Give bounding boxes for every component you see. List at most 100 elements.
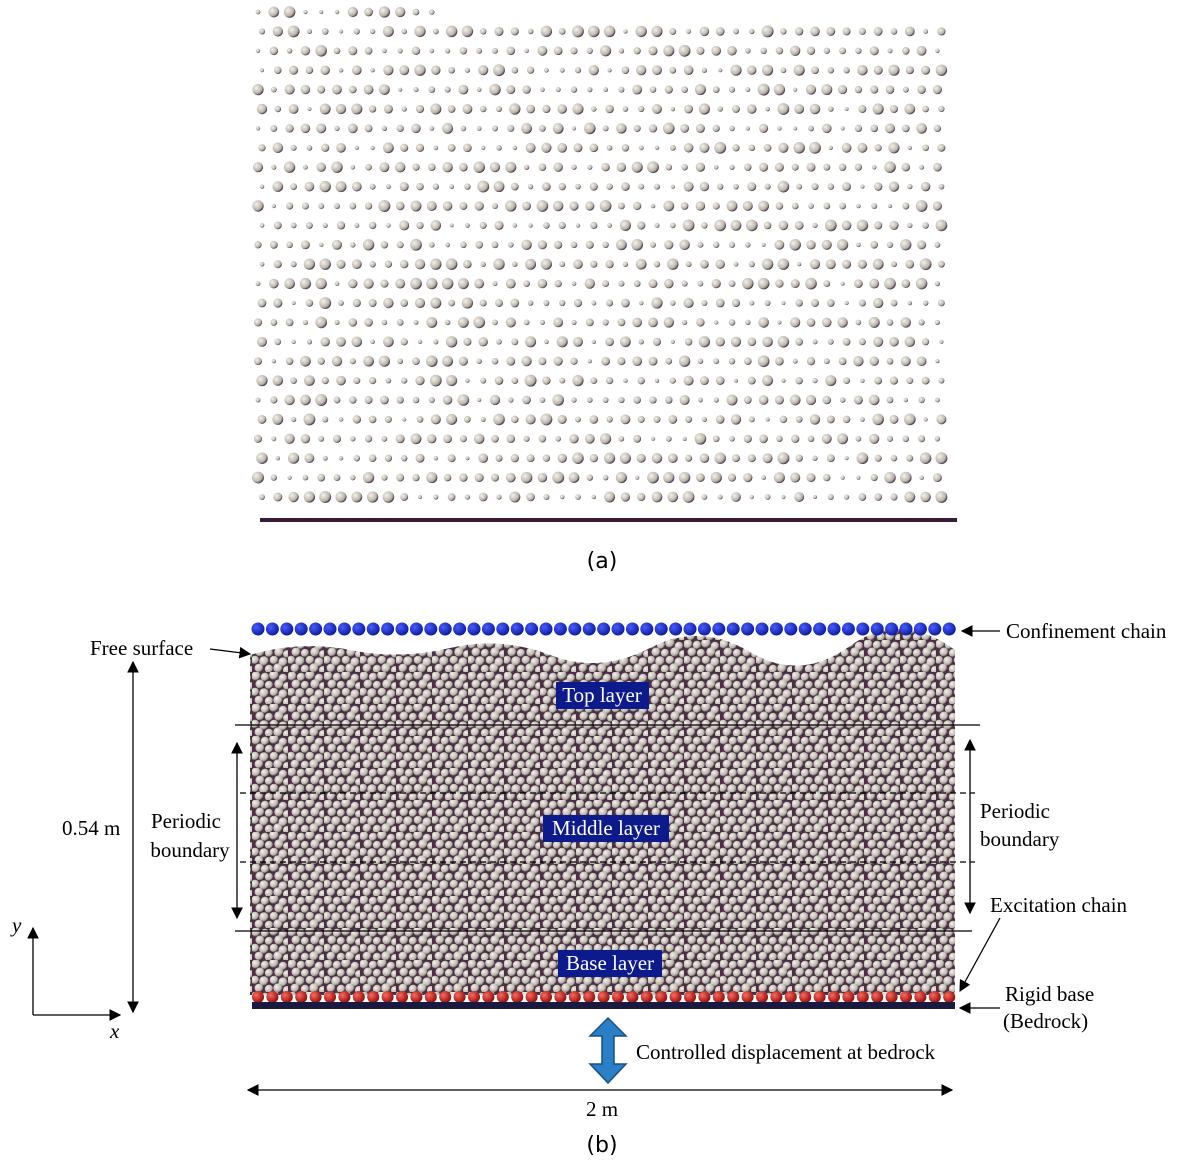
particle	[636, 65, 647, 76]
particle	[899, 471, 912, 484]
particle	[586, 474, 594, 481]
particle	[489, 162, 501, 173]
particle	[874, 493, 883, 501]
particle	[775, 279, 784, 288]
particle	[812, 222, 818, 229]
particle	[651, 452, 663, 464]
particle	[525, 414, 536, 425]
confinement-particle	[481, 622, 495, 636]
particle	[805, 84, 817, 95]
excitation-particle	[770, 991, 783, 1003]
particle	[272, 26, 283, 37]
particle	[511, 415, 519, 424]
particle	[731, 298, 741, 308]
particle	[412, 163, 420, 171]
particle	[669, 377, 676, 384]
particle	[791, 202, 799, 210]
particle	[507, 124, 515, 132]
height-label: 0.54 m	[62, 816, 120, 840]
particle	[476, 358, 482, 364]
particle	[937, 27, 946, 36]
particle	[571, 126, 577, 131]
particle	[369, 28, 376, 35]
excitation-particle	[698, 991, 711, 1003]
particle	[605, 260, 614, 269]
particle	[718, 68, 723, 73]
particle	[843, 67, 850, 74]
particle	[315, 316, 328, 329]
particle	[632, 84, 643, 95]
particle	[886, 435, 894, 442]
particle	[459, 473, 468, 482]
particle	[383, 297, 394, 309]
particle	[713, 241, 720, 248]
particle	[555, 436, 561, 442]
particle	[334, 9, 340, 15]
particle	[856, 219, 869, 232]
particle	[463, 143, 472, 153]
particle	[780, 67, 787, 74]
particle	[492, 47, 498, 54]
particle	[902, 47, 910, 55]
particle	[553, 46, 563, 56]
particle	[273, 298, 283, 308]
particle	[399, 182, 409, 192]
particle	[745, 242, 751, 248]
excitation-particle	[511, 991, 524, 1003]
particle	[465, 378, 470, 383]
particle	[433, 339, 439, 345]
confinement-particle	[813, 622, 827, 636]
particle	[763, 143, 772, 152]
particle	[304, 181, 315, 192]
particle	[558, 182, 566, 191]
particle	[922, 105, 929, 113]
particle	[682, 219, 695, 232]
particle	[473, 161, 485, 173]
particle	[553, 356, 563, 366]
particle	[907, 222, 913, 229]
particle	[765, 106, 770, 112]
particle	[823, 473, 831, 482]
particle	[872, 413, 884, 426]
particle	[663, 45, 675, 57]
particle	[305, 66, 314, 75]
particle	[544, 67, 549, 73]
particle	[552, 394, 565, 406]
particle	[711, 278, 721, 289]
particle	[447, 493, 456, 501]
particle	[635, 25, 647, 38]
particle	[505, 200, 517, 212]
particle	[700, 259, 709, 269]
particle	[695, 123, 705, 133]
particle	[683, 181, 694, 192]
particle	[917, 85, 926, 94]
particle	[860, 184, 865, 189]
particle	[410, 238, 422, 251]
particle	[496, 145, 502, 151]
particle	[491, 357, 499, 365]
particle	[338, 417, 344, 422]
confinement-particle	[568, 622, 582, 636]
rigid-base-line2: (Bedrock)	[1003, 1009, 1088, 1033]
particle	[274, 66, 282, 74]
particle	[759, 162, 769, 172]
periodic-right-line1: Periodic	[980, 799, 1050, 823]
particle	[543, 300, 550, 306]
particle	[730, 64, 742, 76]
particle	[494, 220, 504, 230]
particle	[840, 475, 845, 480]
particle	[699, 142, 710, 153]
particle	[432, 183, 439, 190]
particle	[430, 414, 441, 425]
particle	[760, 47, 767, 55]
particle	[273, 221, 282, 230]
confinement-particle	[395, 622, 409, 636]
particle	[932, 473, 942, 483]
particle	[411, 46, 421, 56]
particle	[506, 434, 516, 444]
particle	[272, 413, 284, 425]
confinement-particle	[726, 622, 740, 636]
particle	[539, 125, 546, 132]
particle	[886, 357, 894, 365]
particle	[286, 48, 293, 54]
